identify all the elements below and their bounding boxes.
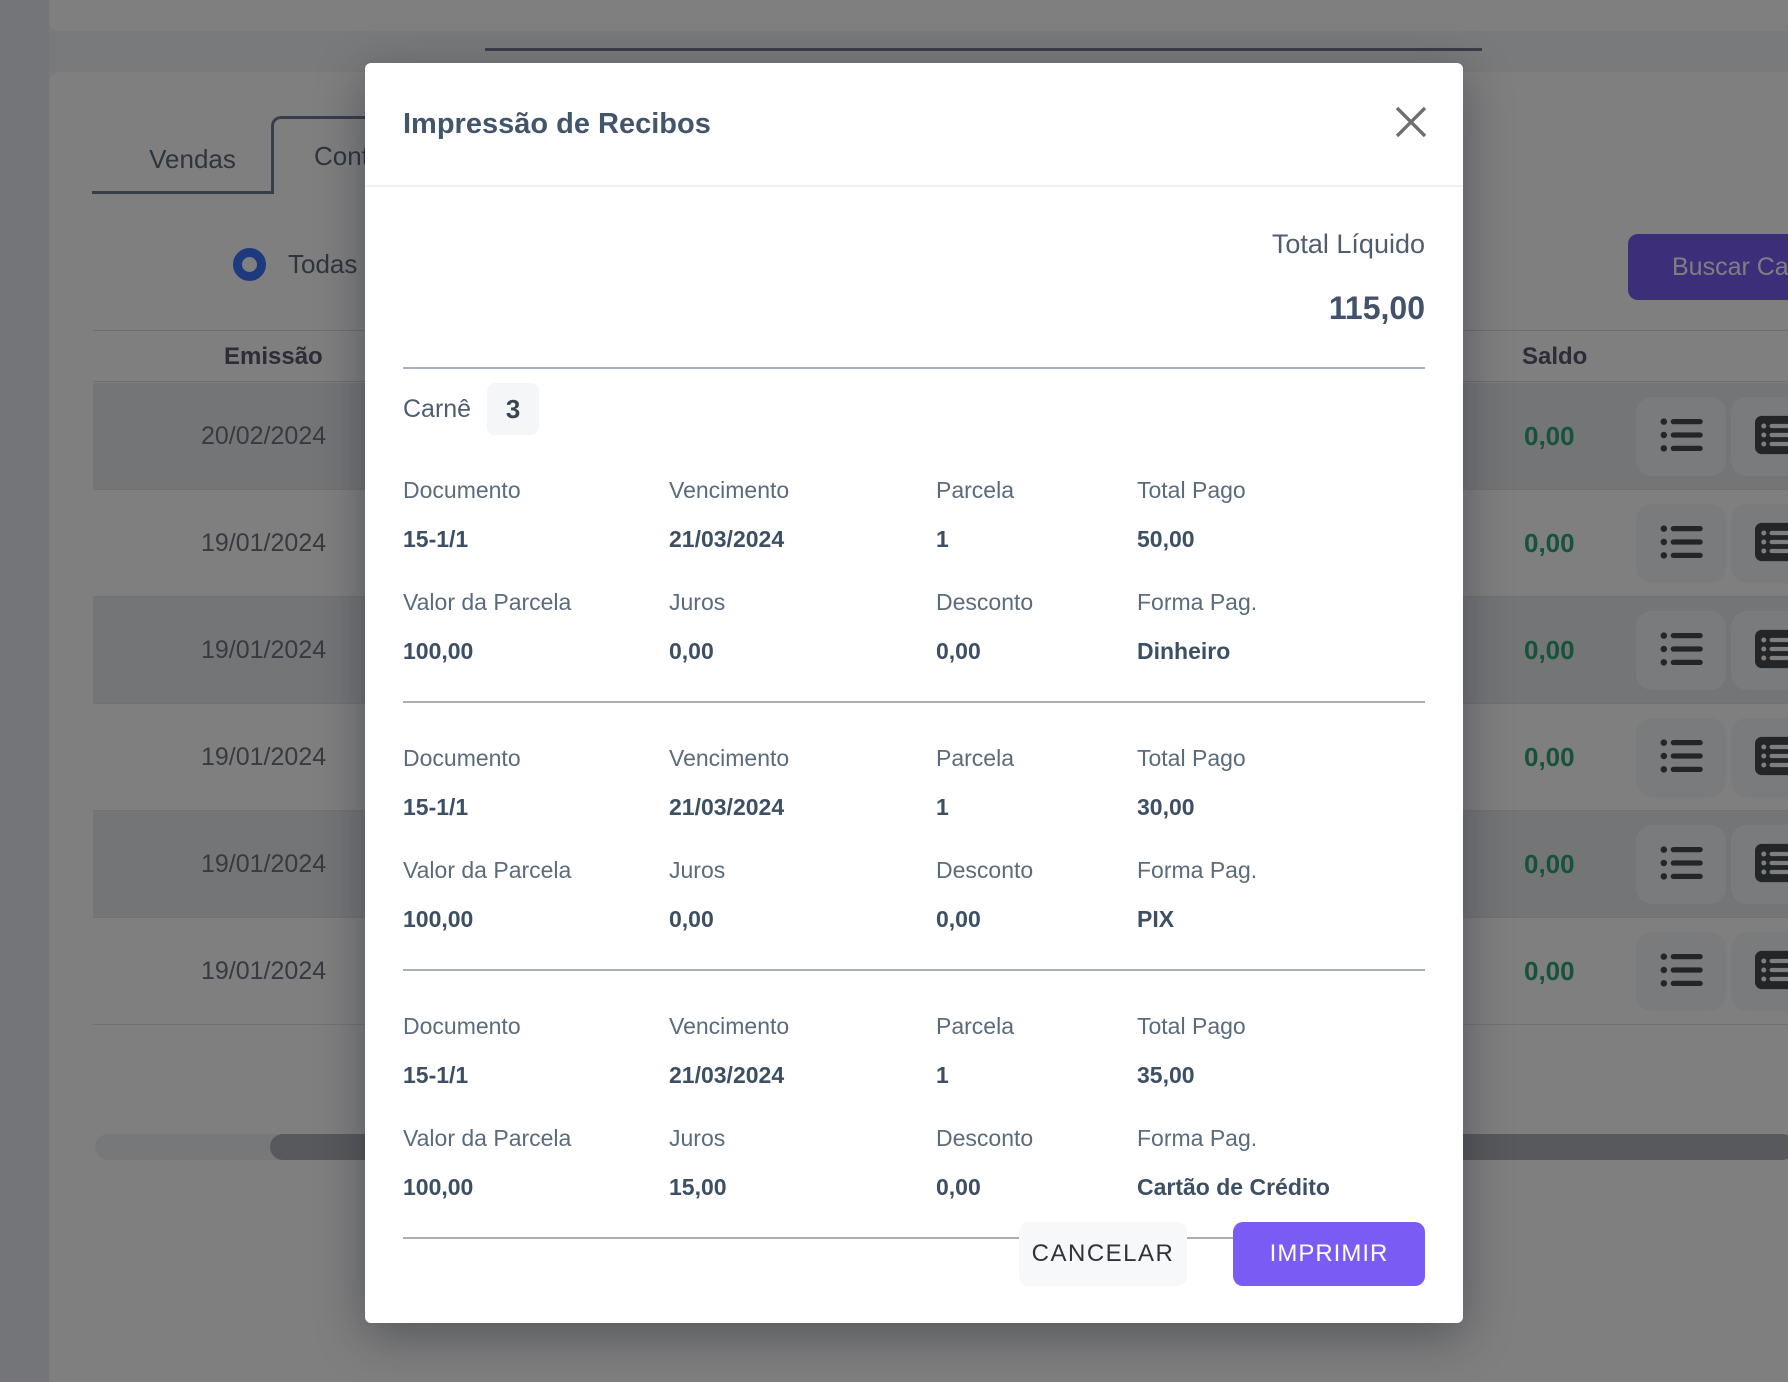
- carne-count-badge: 3: [487, 383, 540, 435]
- desconto-value: 0,00: [936, 906, 981, 932]
- total-pago-label: Total Pago: [1137, 477, 1246, 503]
- valor-parcela-value: 100,00: [403, 1174, 474, 1200]
- impressao-recibos-modal: Impressão de Recibos Total Líquido 115,0…: [365, 63, 1463, 1323]
- desconto-label: Desconto: [936, 1125, 1034, 1151]
- carne-label: Carnê: [403, 394, 472, 423]
- parcela-value: 1: [936, 794, 949, 820]
- close-icon: [1391, 102, 1431, 145]
- juros-value: 15,00: [669, 1174, 727, 1200]
- juros-label: Juros: [669, 1125, 726, 1151]
- desconto-value: 0,00: [936, 638, 981, 664]
- forma-pag-label: Forma Pag.: [1137, 1125, 1258, 1151]
- desconto-label: Desconto: [936, 857, 1034, 883]
- total-liquido-value: 115,00: [1328, 290, 1425, 326]
- receipt-item: Documento Vencimento Parcela Total Pago …: [403, 703, 1425, 971]
- parcela-value: 1: [936, 526, 949, 552]
- total-pago-label: Total Pago: [1137, 1013, 1246, 1039]
- receipt-item: Documento Vencimento Parcela Total Pago …: [403, 971, 1425, 1239]
- forma-pag-label: Forma Pag.: [1137, 857, 1258, 883]
- receipt-item: Documento Vencimento Parcela Total Pago …: [403, 435, 1425, 703]
- imprimir-button[interactable]: IMPRIMIR: [1233, 1222, 1425, 1286]
- modal-title: Impressão de Recibos: [403, 107, 711, 140]
- vencimento-label: Vencimento: [669, 477, 790, 503]
- total-liquido-label: Total Líquido: [1271, 229, 1425, 259]
- documento-label: Documento: [403, 477, 521, 503]
- juros-value: 0,00: [669, 638, 714, 664]
- forma-pag-value: PIX: [1137, 906, 1175, 932]
- valor-parcela-label: Valor da Parcela: [403, 857, 572, 883]
- total-pago-value: 30,00: [1137, 794, 1195, 820]
- documento-value: 15-1/1: [403, 794, 469, 820]
- parcela-value: 1: [936, 1062, 949, 1088]
- valor-parcela-label: Valor da Parcela: [403, 589, 572, 615]
- parcela-label: Parcela: [936, 1013, 1014, 1039]
- documento-label: Documento: [403, 745, 521, 771]
- total-section: Total Líquido 115,00: [403, 229, 1425, 327]
- forma-pag-value: Dinheiro: [1137, 638, 1231, 664]
- modal-body: Total Líquido 115,00 Carnê 3 Documento V…: [365, 229, 1463, 1239]
- desconto-label: Desconto: [936, 589, 1034, 615]
- juros-value: 0,00: [669, 906, 714, 932]
- modal-header: Impressão de Recibos: [365, 63, 1463, 187]
- juros-label: Juros: [669, 589, 726, 615]
- documento-value: 15-1/1: [403, 526, 469, 552]
- total-pago-label: Total Pago: [1137, 745, 1246, 771]
- total-pago-value: 50,00: [1137, 526, 1195, 552]
- close-button[interactable]: [1385, 97, 1437, 149]
- valor-parcela-value: 100,00: [403, 906, 474, 932]
- section-divider: [403, 367, 1425, 369]
- cancelar-button[interactable]: CANCELAR: [1019, 1222, 1187, 1286]
- forma-pag-value: Cartão de Crédito: [1137, 1174, 1330, 1200]
- parcela-label: Parcela: [936, 745, 1014, 771]
- vencimento-label: Vencimento: [669, 745, 790, 771]
- vencimento-label: Vencimento: [669, 1013, 790, 1039]
- juros-label: Juros: [669, 857, 726, 883]
- vencimento-value: 21/03/2024: [669, 526, 785, 552]
- documento-label: Documento: [403, 1013, 521, 1039]
- total-pago-value: 35,00: [1137, 1062, 1195, 1088]
- valor-parcela-value: 100,00: [403, 638, 474, 664]
- modal-footer: CANCELAR IMPRIMIR: [1019, 1222, 1425, 1286]
- parcela-label: Parcela: [936, 477, 1014, 503]
- carne-row: Carnê 3: [403, 383, 1425, 435]
- valor-parcela-label: Valor da Parcela: [403, 1125, 572, 1151]
- forma-pag-label: Forma Pag.: [1137, 589, 1258, 615]
- vencimento-value: 21/03/2024: [669, 1062, 785, 1088]
- documento-value: 15-1/1: [403, 1062, 469, 1088]
- vencimento-value: 21/03/2024: [669, 794, 785, 820]
- desconto-value: 0,00: [936, 1174, 981, 1200]
